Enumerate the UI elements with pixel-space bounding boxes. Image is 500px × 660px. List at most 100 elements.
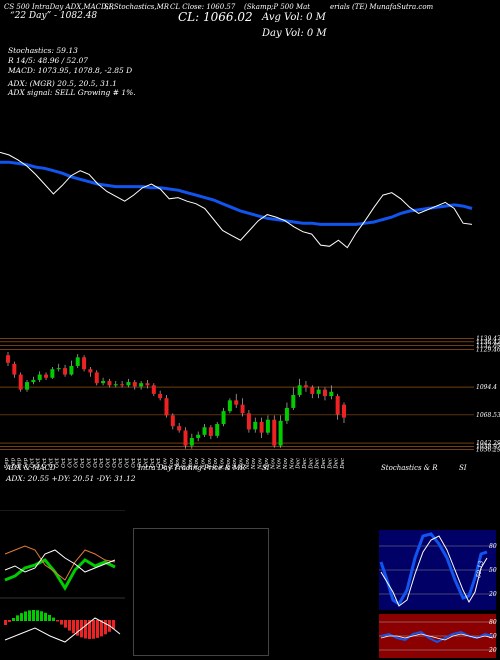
stoch-value: 59.13 [475, 560, 485, 578]
candle-body [183, 430, 188, 446]
candle-body [297, 385, 302, 395]
header-line1-right1: (Skamp;P 500 Mat [244, 3, 311, 11]
date-label: 6 Dec [315, 458, 321, 470]
date-label: 19 Nov [251, 457, 257, 470]
date-label: 8 Dec [327, 458, 333, 470]
candle-body [164, 398, 169, 416]
candle-body [31, 379, 36, 383]
stoch-title: Stochastics & R [381, 464, 438, 472]
stoch-d-line [380, 535, 488, 607]
macd-bar [96, 620, 99, 638]
date-label: 10 Nov [207, 457, 213, 470]
candle-body [44, 374, 49, 378]
candle-body [227, 400, 232, 412]
date-label: 2 Nov [169, 457, 175, 470]
candle-body [120, 384, 125, 386]
candle-body [132, 382, 137, 387]
candle-body [253, 421, 258, 430]
date-label: 15 Nov [226, 457, 232, 470]
stoch-k-line [379, 532, 488, 607]
macd-bar [56, 620, 59, 622]
macd-bar [76, 620, 79, 636]
date-label: 17 Nov [239, 457, 245, 470]
date-label: 24 Nov [270, 457, 276, 470]
price-line-series [0, 151, 473, 249]
date-label: 9 Nov [201, 457, 207, 470]
macd-bar [4, 620, 7, 625]
candle-body [88, 369, 93, 373]
rsi-tick-80: 80 [489, 619, 497, 626]
candle-body [37, 374, 42, 380]
intraday-title: Intra Day Trading Price & MR [138, 464, 246, 472]
candle-body [208, 427, 213, 436]
candle-body [50, 369, 55, 378]
candle-body [259, 421, 264, 433]
date-label: 4 Nov [182, 457, 188, 470]
candle-body [139, 383, 144, 387]
candle-body [335, 396, 340, 415]
candle-body [246, 413, 251, 430]
stoch-tick-50: 50 [489, 567, 497, 574]
price-line [0, 151, 473, 249]
date-label: 9 Dec [334, 458, 340, 470]
macd-bar [64, 620, 67, 628]
header-close-top: CL Close: 1060.57 [170, 3, 236, 11]
date-label: 27 Sep [4, 458, 10, 470]
candle-body [303, 385, 308, 388]
avg-vol-label: Avg Vol: 0 M [262, 12, 326, 23]
macd-bar [84, 620, 87, 639]
macd-bar [100, 620, 103, 637]
candle-body [278, 420, 283, 446]
day-vol-label: Day Vol: 0 M [262, 28, 327, 39]
macd-bar [68, 620, 71, 631]
header-line2-left: “22 Day” - 1082.48 [10, 11, 98, 21]
level-label-0: 1139.47 [476, 336, 500, 343]
date-label: 25 Oct [131, 457, 137, 470]
macd-bar [16, 615, 19, 621]
rsi-tick-50: 50 [489, 633, 497, 640]
date-label: 3 Dec [308, 458, 314, 470]
date-label: 12 Nov [220, 457, 226, 470]
date-label: 30 Nov [289, 457, 295, 470]
date-label: 30 Sep [23, 458, 29, 470]
date-label: 26 Nov [277, 457, 283, 470]
candle-body [151, 385, 156, 394]
date-label: 22 Oct [124, 457, 130, 470]
close-label: CL: 1066.02 [178, 10, 253, 24]
candle-body [63, 368, 68, 375]
date-label: 22 Nov [258, 457, 264, 470]
candle-body [56, 368, 61, 370]
date-label: 27 Oct [143, 457, 149, 470]
date-label: 8 Nov [194, 457, 200, 470]
date-label: 28 Oct [150, 457, 156, 470]
level-label-4: 1094.4 [476, 384, 497, 391]
moving-average-series [0, 160, 473, 226]
date-label: 10 Dec [340, 458, 346, 470]
macd-bar [48, 615, 51, 621]
date-label: 28 Sep [10, 458, 16, 470]
candle-body [189, 438, 194, 446]
date-label: 1 Dec [296, 458, 302, 470]
candle-body [240, 404, 245, 414]
macd-bar [44, 612, 47, 621]
stat-adx: ADX: (MGR) 20.5, 20.5, 31.1 [8, 79, 117, 88]
macd-histogram [4, 610, 115, 639]
candle-body [284, 407, 289, 421]
adx-chart [0, 510, 125, 643]
date-label: 29 Nov [283, 457, 289, 470]
date-label: 5 Oct [42, 457, 48, 470]
level-label-6: 1042.29 [476, 440, 500, 447]
candle-body [107, 381, 112, 386]
adx-macd-title: ADX & MACD [6, 464, 56, 472]
candle-body [202, 427, 207, 435]
macd-bar [60, 620, 63, 625]
stoch-tick-20: 20 [488, 591, 497, 598]
candle-body [18, 374, 23, 390]
level-label-5: 1068.53 [476, 412, 500, 419]
level-label-7: 1038.97 [476, 444, 500, 451]
adx-macd-panel: ADX & MACD ADX: 20.55 +DY: 20.51 -DY: 31… [0, 462, 136, 660]
candle-body [101, 381, 106, 384]
date-label: 14 Oct [86, 457, 92, 470]
date-axis: 27 Sep 28 Sep 29 Sep 30 Sep 1 Oct 4 Oct 5 Oct 6… [4, 457, 346, 470]
